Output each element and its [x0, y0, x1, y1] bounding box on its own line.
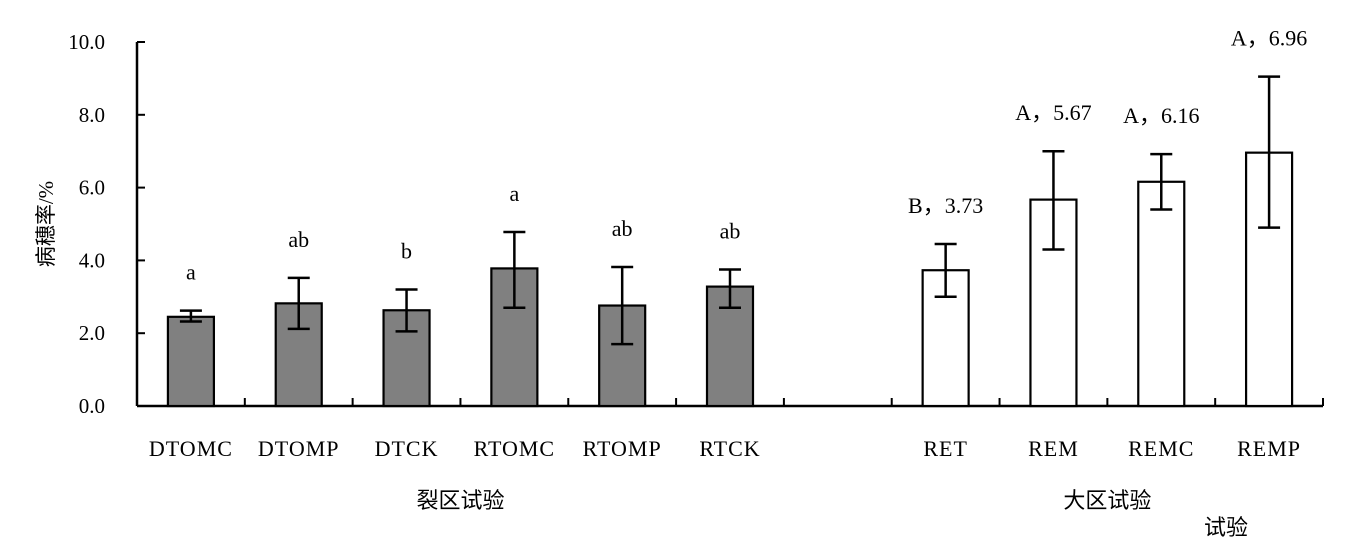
data-label: ab: [612, 216, 633, 241]
data-label: ab: [720, 219, 741, 244]
y-axis-title: 病穗率/%: [34, 181, 58, 267]
group-labels: 裂区试验 大区试验: [416, 488, 1151, 513]
y-tick-label: 8.0: [79, 103, 105, 127]
x-ticks: DTOMC DTOMP DTCK RTOMC RTOMP RTCK RET REM REMC RE…: [136, 398, 1324, 461]
data-label: a: [509, 181, 519, 206]
x-tick-label: RTCK: [699, 436, 760, 461]
data-label: B，3.73: [908, 193, 983, 218]
x-axis-title: 试验: [1204, 515, 1248, 540]
data-label: A，6.96: [1231, 26, 1307, 51]
y-tick-label: 10.0: [68, 30, 105, 54]
x-tick-label: RET: [923, 436, 968, 461]
x-tick-label: RTOMP: [583, 436, 662, 461]
x-tick-label: DTOMP: [258, 436, 340, 461]
x-tick-label: REMP: [1237, 436, 1301, 461]
x-tick-label: RTOMC: [474, 436, 556, 461]
bar-labels: a ab b a ab ab B，3.73 A，5.67 A，6.16 A，6.96: [186, 26, 1307, 285]
bar: [166, 315, 216, 408]
bar: [382, 309, 431, 408]
x-tick-label: DTCK: [375, 436, 439, 461]
data-label: ab: [288, 227, 309, 252]
x-tick-label: REM: [1028, 436, 1079, 461]
bars: [166, 75, 1294, 408]
data-label: a: [186, 260, 196, 285]
y-tick-label: 2.0: [79, 321, 105, 345]
y-ticks: 0.0 2.0 4.0 6.0 8.0 10.0: [68, 30, 145, 418]
group-label: 大区试验: [1063, 488, 1151, 513]
y-tick-label: 6.0: [79, 176, 105, 200]
bar: [705, 285, 755, 408]
group-label: 裂区试验: [416, 488, 504, 513]
data-label: A，5.67: [1015, 100, 1091, 125]
y-tick-label: 0.0: [79, 394, 105, 418]
data-label: A，6.16: [1123, 103, 1199, 128]
y-tick-label: 4.0: [79, 248, 105, 272]
bar: [1137, 180, 1186, 408]
data-label: b: [401, 239, 412, 264]
x-tick-label: REMC: [1128, 436, 1194, 461]
x-tick-label: DTOMC: [149, 436, 233, 461]
